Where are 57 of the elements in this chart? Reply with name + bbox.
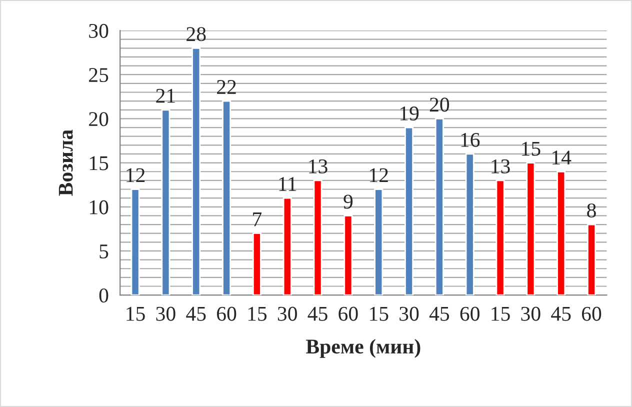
- y-tick-label: 20: [89, 112, 108, 126]
- bar: [344, 215, 353, 296]
- bar: [282, 197, 292, 296]
- data-label: 13: [492, 159, 510, 174]
- y-tick-label: 25: [89, 68, 108, 82]
- x-tick-label: 45: [308, 306, 328, 321]
- bar: [130, 188, 140, 296]
- x-tick-label: 45: [551, 306, 571, 321]
- bar: [252, 232, 262, 296]
- data-label: 12: [370, 168, 388, 182]
- bar: [556, 170, 566, 296]
- y-tick-label: 15: [90, 156, 108, 170]
- data-label: 15: [522, 142, 540, 156]
- x-tick-label: 30: [400, 306, 419, 321]
- y-tick-label: 0: [99, 288, 108, 303]
- x-tick-label: 15: [248, 306, 267, 321]
- data-label: 21: [156, 88, 175, 103]
- x-tick-label: 45: [429, 306, 450, 321]
- x-tick-label: 60: [582, 306, 602, 321]
- data-label: 7: [253, 212, 262, 226]
- data-label: 14: [552, 150, 572, 164]
- data-label: 9: [344, 194, 353, 209]
- bar: [465, 153, 474, 296]
- y-axis-title: Возила: [58, 130, 73, 196]
- bar: [313, 180, 322, 296]
- x-tick-label: 30: [521, 306, 540, 321]
- data-label: 22: [217, 80, 236, 94]
- data-label: 11: [279, 177, 296, 191]
- data-label: 13: [309, 159, 328, 174]
- data-label: 16: [461, 132, 480, 147]
- bar: [526, 162, 536, 296]
- y-tick-label: 30: [89, 24, 108, 38]
- x-tick-label: 15: [492, 306, 510, 321]
- x-tick-label: 60: [460, 306, 480, 321]
- x-tick-label: 30: [156, 306, 176, 321]
- bar: [161, 109, 170, 296]
- x-tick-label: 60: [338, 306, 358, 321]
- x-tick-label: 15: [370, 306, 388, 321]
- bar: [192, 47, 201, 296]
- bar: [496, 180, 505, 296]
- data-label: 8: [587, 203, 596, 218]
- data-label: 28: [186, 27, 206, 42]
- bar: [404, 126, 414, 296]
- bar: [222, 100, 232, 296]
- data-label: 19: [400, 106, 419, 121]
- x-axis-title: Време (мин): [306, 338, 420, 358]
- data-label: 12: [126, 168, 145, 182]
- bar: [374, 188, 384, 296]
- x-tick-label: 30: [278, 306, 297, 321]
- x-tick-label: 15: [126, 306, 145, 321]
- data-label: 20: [430, 98, 450, 112]
- y-tick-label: 5: [100, 244, 108, 258]
- bar: [434, 118, 444, 296]
- bar: [587, 224, 596, 296]
- x-tick-label: 45: [186, 306, 206, 321]
- x-tick-label: 60: [217, 306, 236, 321]
- y-tick-label: 10: [90, 200, 108, 214]
